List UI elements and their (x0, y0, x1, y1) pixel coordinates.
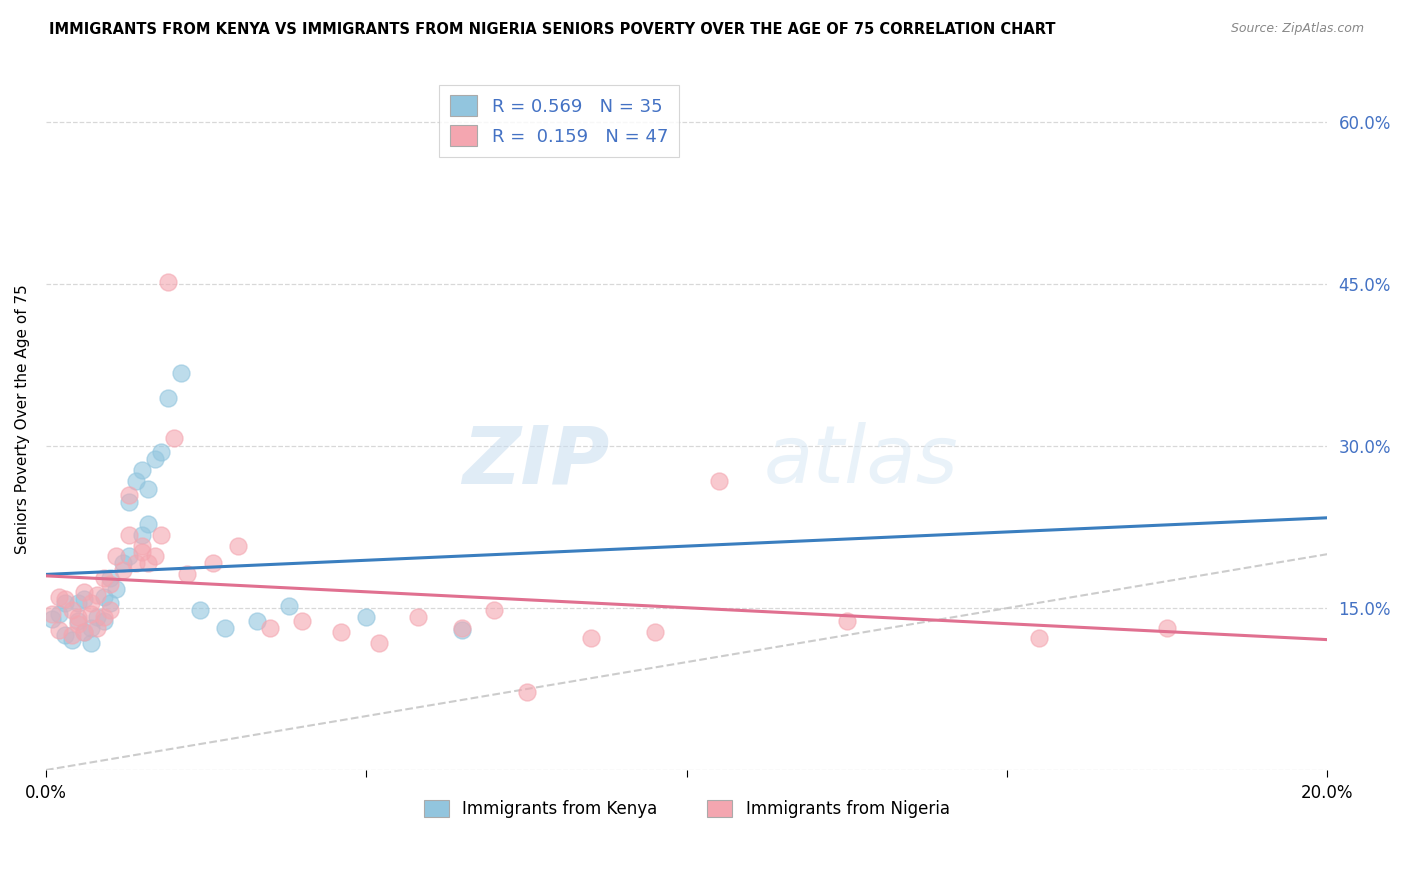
Text: ZIP: ZIP (463, 422, 610, 500)
Point (111, 563, 134, 577)
Point (48, 623, 70, 637)
Point (80, 635, 103, 649)
Point (66, 614, 89, 628)
Point (138, 556, 160, 570)
Point (131, 463, 153, 477)
Point (98, 577, 121, 591)
Point (156, 275, 179, 289)
Point (105, 549, 128, 564)
Point (515, 685, 537, 699)
Point (259, 621, 281, 635)
Point (131, 539, 153, 553)
Point (176, 566, 198, 581)
Point (131, 527, 153, 541)
Point (60, 603, 83, 617)
Point (368, 635, 391, 649)
Point (156, 391, 179, 405)
Point (124, 556, 146, 570)
Point (201, 556, 224, 570)
Point (93, 571, 115, 585)
Text: atlas: atlas (763, 422, 959, 500)
Point (98, 603, 121, 617)
Point (60, 628, 83, 642)
Point (73, 585, 96, 599)
Point (1156, 621, 1178, 635)
Point (73, 624, 96, 639)
Point (118, 549, 141, 564)
Point (138, 516, 160, 531)
Point (86, 609, 108, 624)
Point (835, 614, 858, 628)
Point (80, 596, 103, 610)
Point (98, 571, 121, 585)
Point (124, 474, 146, 488)
Point (278, 599, 301, 613)
Point (150, 527, 173, 541)
Point (66, 617, 89, 632)
Text: IMMIGRANTS FROM KENYA VS IMMIGRANTS FROM NIGERIA SENIORS POVERTY OVER THE AGE OF: IMMIGRANTS FROM KENYA VS IMMIGRANTS FROM… (49, 22, 1056, 37)
Point (118, 488, 141, 502)
Point (138, 483, 160, 497)
Point (356, 609, 378, 624)
Point (131, 545, 153, 559)
Point (86, 621, 108, 635)
Point (118, 527, 141, 541)
Point (80, 621, 103, 635)
Point (169, 366, 191, 380)
Point (105, 582, 128, 596)
Point (48, 607, 70, 621)
Point (579, 632, 602, 646)
Point (41, 612, 63, 626)
Point (150, 444, 173, 458)
Point (73, 624, 96, 639)
Point (53, 628, 76, 642)
Point (60, 633, 83, 648)
Point (406, 609, 429, 624)
Point (86, 588, 108, 602)
Point (80, 607, 103, 621)
Point (214, 621, 236, 635)
Point (163, 431, 186, 445)
Legend: Immigrants from Kenya, Immigrants from Nigeria: Immigrants from Kenya, Immigrants from N… (418, 793, 956, 825)
Point (644, 624, 666, 639)
Point (73, 592, 96, 607)
Point (246, 614, 269, 628)
Point (66, 609, 89, 624)
Point (66, 596, 89, 610)
Point (329, 624, 352, 639)
Point (53, 592, 76, 607)
Point (226, 539, 249, 553)
Point (143, 549, 166, 564)
Point (98, 596, 121, 610)
Point (188, 603, 211, 617)
Point (143, 452, 166, 467)
Point (451, 623, 474, 637)
Point (111, 556, 134, 570)
Point (451, 621, 474, 635)
Point (48, 591, 70, 605)
Point (93, 609, 115, 624)
Point (484, 603, 506, 617)
Point (93, 614, 115, 628)
Point (93, 591, 115, 605)
Point (118, 495, 141, 509)
Point (291, 614, 314, 628)
Point (1028, 632, 1050, 646)
Point (41, 607, 63, 621)
Point (707, 474, 730, 488)
Y-axis label: Seniors Poverty Over the Age of 75: Seniors Poverty Over the Age of 75 (15, 285, 30, 554)
Point (53, 596, 76, 610)
Text: Source: ZipAtlas.com: Source: ZipAtlas.com (1230, 22, 1364, 36)
